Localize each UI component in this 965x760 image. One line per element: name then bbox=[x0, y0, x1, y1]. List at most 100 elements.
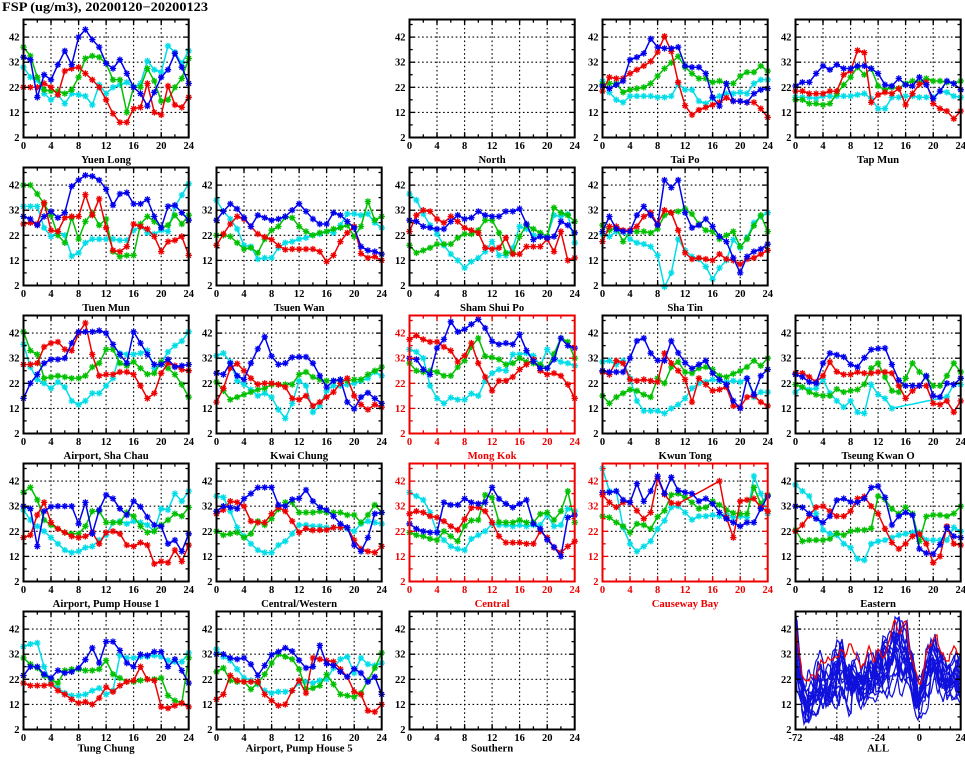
svg-text:12: 12 bbox=[873, 585, 884, 596]
svg-text:8: 8 bbox=[76, 733, 81, 744]
svg-text:42: 42 bbox=[781, 477, 792, 488]
svg-text:32: 32 bbox=[395, 502, 406, 513]
svg-text:4: 4 bbox=[627, 141, 633, 152]
svg-text:42: 42 bbox=[202, 477, 213, 488]
svg-text:8: 8 bbox=[462, 585, 467, 596]
svg-text:24: 24 bbox=[569, 289, 580, 300]
svg-text:8: 8 bbox=[655, 437, 660, 448]
svg-text:12: 12 bbox=[101, 733, 112, 744]
svg-text:2: 2 bbox=[786, 577, 791, 588]
svg-text:22: 22 bbox=[395, 231, 406, 242]
svg-text:Tuen Mun: Tuen Mun bbox=[82, 302, 129, 314]
svg-text:0: 0 bbox=[793, 585, 798, 596]
svg-text:12: 12 bbox=[588, 108, 599, 119]
svg-text:12: 12 bbox=[487, 585, 498, 596]
svg-text:32: 32 bbox=[781, 58, 792, 69]
svg-text:12: 12 bbox=[487, 437, 498, 448]
svg-text:2: 2 bbox=[400, 577, 405, 588]
svg-text:4: 4 bbox=[434, 733, 440, 744]
svg-text:20: 20 bbox=[156, 733, 167, 744]
svg-text:32: 32 bbox=[202, 502, 213, 513]
svg-text:22: 22 bbox=[395, 675, 406, 686]
svg-text:12: 12 bbox=[873, 437, 884, 448]
svg-text:12: 12 bbox=[588, 256, 599, 267]
svg-text:24: 24 bbox=[569, 141, 580, 152]
svg-text:20: 20 bbox=[156, 141, 167, 152]
svg-text:8: 8 bbox=[655, 289, 660, 300]
svg-text:42: 42 bbox=[395, 181, 406, 192]
svg-text:12: 12 bbox=[680, 437, 691, 448]
svg-text:42: 42 bbox=[395, 33, 406, 44]
svg-text:Tsuen Wan: Tsuen Wan bbox=[274, 302, 325, 314]
svg-text:8: 8 bbox=[76, 289, 81, 300]
svg-text:20: 20 bbox=[735, 437, 746, 448]
svg-text:42: 42 bbox=[781, 625, 792, 636]
svg-text:16: 16 bbox=[514, 289, 525, 300]
svg-text:0: 0 bbox=[407, 733, 412, 744]
svg-text:4: 4 bbox=[434, 437, 440, 448]
svg-text:24: 24 bbox=[762, 141, 773, 152]
svg-text:32: 32 bbox=[395, 650, 406, 661]
svg-text:16: 16 bbox=[128, 585, 139, 596]
svg-text:North: North bbox=[478, 154, 505, 166]
svg-text:2: 2 bbox=[207, 281, 212, 292]
svg-text:2: 2 bbox=[400, 725, 405, 736]
svg-text:8: 8 bbox=[462, 733, 467, 744]
svg-text:16: 16 bbox=[900, 437, 911, 448]
svg-text:16: 16 bbox=[707, 141, 718, 152]
svg-text:32: 32 bbox=[781, 354, 792, 365]
svg-text:12: 12 bbox=[588, 404, 599, 415]
svg-text:8: 8 bbox=[269, 289, 274, 300]
svg-text:Tai Po: Tai Po bbox=[671, 154, 700, 166]
svg-text:8: 8 bbox=[655, 141, 660, 152]
svg-text:16: 16 bbox=[128, 437, 139, 448]
svg-text:12: 12 bbox=[395, 108, 406, 119]
svg-text:16: 16 bbox=[128, 141, 139, 152]
svg-text:2: 2 bbox=[14, 577, 19, 588]
svg-text:12: 12 bbox=[202, 404, 213, 415]
svg-text:16: 16 bbox=[128, 289, 139, 300]
svg-text:32: 32 bbox=[395, 354, 406, 365]
svg-text:22: 22 bbox=[781, 83, 792, 94]
svg-text:24: 24 bbox=[955, 733, 965, 744]
svg-text:0: 0 bbox=[600, 437, 605, 448]
svg-text:20: 20 bbox=[156, 585, 167, 596]
svg-text:ALL: ALL bbox=[867, 743, 889, 755]
svg-text:22: 22 bbox=[781, 675, 792, 686]
svg-text:32: 32 bbox=[588, 206, 599, 217]
svg-text:0: 0 bbox=[214, 289, 219, 300]
svg-text:16: 16 bbox=[321, 437, 332, 448]
svg-text:Central/Western: Central/Western bbox=[261, 598, 337, 610]
svg-text:32: 32 bbox=[588, 354, 599, 365]
svg-text:20: 20 bbox=[542, 585, 553, 596]
svg-text:12: 12 bbox=[680, 585, 691, 596]
svg-text:20: 20 bbox=[156, 289, 167, 300]
svg-text:12: 12 bbox=[487, 141, 498, 152]
svg-text:20: 20 bbox=[349, 437, 360, 448]
svg-text:32: 32 bbox=[9, 206, 20, 217]
svg-text:0: 0 bbox=[600, 289, 605, 300]
svg-text:22: 22 bbox=[202, 379, 213, 390]
svg-text:Kwai Chung: Kwai Chung bbox=[270, 450, 329, 462]
svg-text:12: 12 bbox=[9, 552, 20, 563]
svg-text:Sha Tin: Sha Tin bbox=[667, 302, 703, 314]
svg-text:4: 4 bbox=[241, 733, 247, 744]
svg-text:16: 16 bbox=[900, 585, 911, 596]
svg-text:12: 12 bbox=[487, 733, 498, 744]
svg-text:12: 12 bbox=[101, 437, 112, 448]
svg-text:22: 22 bbox=[781, 527, 792, 538]
svg-text:0: 0 bbox=[214, 437, 219, 448]
svg-text:0: 0 bbox=[407, 437, 412, 448]
svg-text:16: 16 bbox=[514, 141, 525, 152]
svg-text:12: 12 bbox=[680, 141, 691, 152]
svg-text:20: 20 bbox=[156, 437, 167, 448]
svg-text:20: 20 bbox=[928, 437, 939, 448]
svg-text:22: 22 bbox=[9, 231, 20, 242]
svg-text:4: 4 bbox=[627, 289, 633, 300]
svg-text:22: 22 bbox=[588, 379, 599, 390]
svg-text:20: 20 bbox=[542, 141, 553, 152]
svg-text:20: 20 bbox=[542, 289, 553, 300]
svg-text:4: 4 bbox=[48, 733, 54, 744]
svg-text:16: 16 bbox=[321, 733, 332, 744]
svg-text:8: 8 bbox=[848, 437, 853, 448]
